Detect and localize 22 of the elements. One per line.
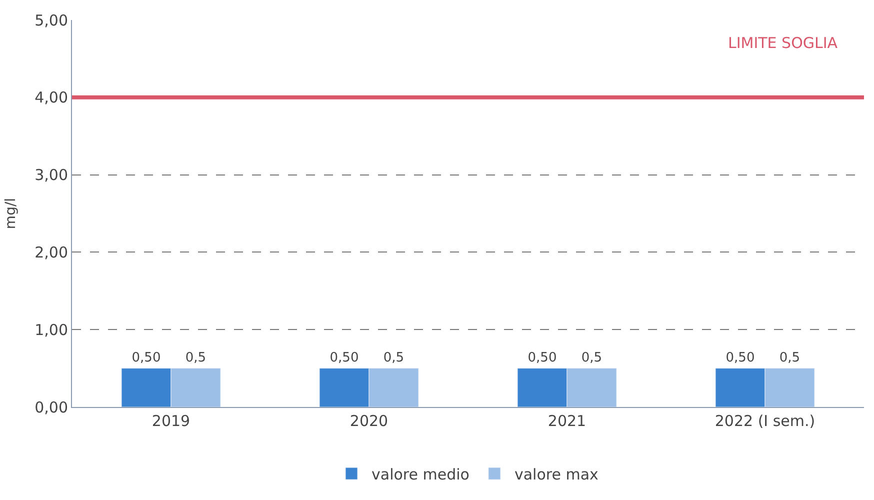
- data-label: 0,5: [383, 350, 404, 366]
- y-tick-label: 4,00: [34, 88, 68, 107]
- data-label: 0,5: [581, 350, 602, 366]
- x-tick-label: 2022 (I sem.): [714, 412, 816, 430]
- y-tick-label: 5,00: [34, 11, 68, 30]
- y-axis-title: mg/l: [3, 198, 20, 230]
- x-tick-label: 2020: [350, 412, 388, 430]
- ref-line-label: LIMITE SOGLIA: [728, 34, 838, 52]
- x-tick-label: 2019: [152, 412, 190, 430]
- data-label: 0,5: [185, 350, 206, 366]
- data-label: 0,5: [779, 350, 800, 366]
- y-tick-label: 3,00: [34, 166, 68, 184]
- data-label: 0,50: [330, 350, 359, 366]
- legend-label: valore medio: [372, 465, 470, 484]
- y-tick-label: 1,00: [34, 320, 68, 339]
- data-label: 0,50: [726, 350, 755, 366]
- legend-label: valore max: [514, 465, 599, 484]
- data-label: 0,50: [132, 350, 161, 366]
- x-tick-label: 2021: [548, 412, 586, 430]
- y-tick-label: 0,00: [34, 398, 68, 416]
- y-tick-label: 2,00: [34, 243, 68, 262]
- data-label: 0,50: [528, 350, 557, 366]
